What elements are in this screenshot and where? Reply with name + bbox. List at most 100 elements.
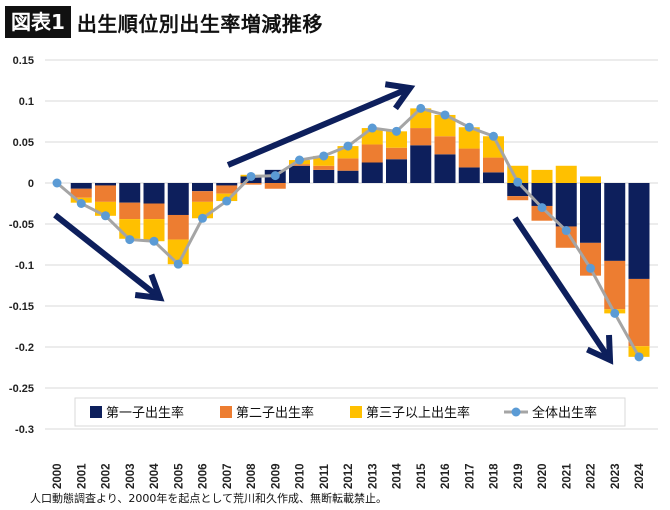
figure-tag: 図表1 xyxy=(5,6,71,38)
bar-第一子出生率-2017 xyxy=(458,167,480,183)
bar-第三子以上出生率-2004 xyxy=(143,219,165,242)
bar-第二子出生率-2005 xyxy=(167,214,189,240)
total-rate-point-2012 xyxy=(343,141,353,151)
x-tick-label: 2015 xyxy=(416,463,428,489)
bar-第三子以上出生率-2022 xyxy=(580,176,601,183)
arrow-head xyxy=(586,334,614,365)
total-rate-point-2017 xyxy=(464,122,474,132)
total-rate-point-2022 xyxy=(586,263,595,273)
bar-第二子出生率-2010 xyxy=(289,164,310,166)
total-rate-point-2013 xyxy=(367,123,377,133)
x-tick-label: 2021 xyxy=(561,463,573,489)
legend-label: 第二子出生率 xyxy=(236,405,314,421)
source-note: 人口動態調査より、2000年を起点として荒川和久作成、無断転載禁止。 xyxy=(30,492,388,505)
bar-第二子出生率-2017 xyxy=(458,148,480,168)
total-rate-point-2008 xyxy=(246,171,256,181)
bar-第一子出生率-2015 xyxy=(410,145,432,183)
bar-第二子出生率-2019 xyxy=(507,196,529,201)
total-rate-point-2009 xyxy=(270,171,280,181)
y-tick-label: 0.15 xyxy=(13,55,34,67)
y-tick-label: 0 xyxy=(28,178,34,190)
x-tick-label: 2018 xyxy=(489,463,501,489)
bar-第二子出生率-2014 xyxy=(386,147,407,160)
total-rate-point-2001 xyxy=(76,199,86,208)
bar-第一子出生率-2004 xyxy=(143,183,165,204)
legend-item: 第一子出生率 xyxy=(90,405,184,421)
total-rate-point-2007 xyxy=(222,196,232,206)
arrow-shaft xyxy=(226,85,412,168)
total-rate-point-2011 xyxy=(319,151,329,161)
x-tick-label: 2005 xyxy=(173,463,185,489)
arrow-head xyxy=(384,81,416,111)
bar-第二子出生率-2009 xyxy=(264,183,286,189)
bar-第一子出生率-2013 xyxy=(361,162,383,183)
bar-第一子出生率-2003 xyxy=(119,183,141,203)
trend-arrow-3 xyxy=(512,216,614,365)
x-tick-label: 2019 xyxy=(513,463,525,489)
bar-第二子出生率-2002 xyxy=(95,185,116,202)
x-tick-label: 2022 xyxy=(586,463,598,489)
total-rate-point-2020 xyxy=(537,203,547,213)
bar-第一子出生率-2021 xyxy=(555,183,577,227)
trend-arrow-1 xyxy=(53,212,165,302)
bar-第二子出生率-2018 xyxy=(483,157,504,173)
bar-第一子出生率-2023 xyxy=(604,183,626,261)
bar-第二子出生率-2012 xyxy=(337,158,359,171)
bar-第三子以上出生率-2024 xyxy=(628,346,650,357)
bar-第二子出生率-2023 xyxy=(604,260,626,310)
x-tick-label: 2001 xyxy=(76,463,88,489)
bar-第一子出生率-2022 xyxy=(580,183,601,243)
bar-第一子出生率-2002 xyxy=(95,183,116,186)
bar-第二子出生率-2007 xyxy=(216,185,238,194)
bar-第二子出生率-2020 xyxy=(531,205,553,221)
y-tick-label: -0.25 xyxy=(9,383,34,395)
bar-第三子以上出生率-2017 xyxy=(458,127,480,149)
y-tick-label: 0.05 xyxy=(13,137,34,149)
legend-label: 第一子出生率 xyxy=(106,405,184,421)
x-tick-label: 2003 xyxy=(125,463,137,489)
total-rate-point-2005 xyxy=(173,259,183,269)
bar-第三子以上出生率-2018 xyxy=(483,136,504,158)
bar-第一子出生率-2005 xyxy=(167,183,189,215)
x-tick-label: 2010 xyxy=(295,463,307,489)
x-tick-label: 2006 xyxy=(198,463,210,489)
arrow-shaft xyxy=(53,212,162,301)
bar-第一子出生率-2010 xyxy=(289,165,310,183)
total-rate-point-2006 xyxy=(198,213,207,223)
legend-swatch xyxy=(220,406,232,418)
bar-第一子出生率-2020 xyxy=(531,183,553,206)
legend-item: 第三子以上出生率 xyxy=(350,405,470,421)
total-rate-point-2010 xyxy=(295,155,304,165)
bar-第二子出生率-2011 xyxy=(313,165,335,170)
total-rate-point-2018 xyxy=(489,131,498,141)
legend: 第一子出生率 第二子出生率 第三子以上出生率 全体出生率 xyxy=(74,397,626,427)
bar-第一子出生率-2012 xyxy=(337,170,359,183)
bar-第一子出生率-2011 xyxy=(313,169,335,183)
x-tick-label: 2016 xyxy=(440,463,452,489)
legend-item: 第二子出生率 xyxy=(220,405,314,421)
bar-第一子出生率-2018 xyxy=(483,172,504,183)
total-rate-point-2024 xyxy=(634,352,644,362)
legend-label: 全体出生率 xyxy=(532,405,597,421)
trend-arrow-2 xyxy=(226,81,416,168)
total-rate-point-2015 xyxy=(416,103,426,113)
arrow-head xyxy=(134,273,165,302)
bar-第二子出生率-2004 xyxy=(143,203,165,220)
x-tick-label: 2017 xyxy=(464,463,476,489)
x-tick-label: 2012 xyxy=(343,463,355,489)
total-rate-point-2014 xyxy=(392,126,401,136)
bar-第一子出生率-2001 xyxy=(70,183,92,189)
x-tick-label: 2009 xyxy=(270,463,282,489)
total-rate-point-2000 xyxy=(52,178,62,188)
bar-第一子出生率-2007 xyxy=(216,183,238,186)
legend-item: 全体出生率 xyxy=(504,405,597,421)
bar-第二子出生率-2016 xyxy=(434,136,456,155)
x-tick-label: 2007 xyxy=(222,463,234,489)
x-tick-label: 2014 xyxy=(392,463,404,489)
total-rate-point-2023 xyxy=(610,308,620,318)
chart-title: 図表1 出生順位別出生率増減推移 xyxy=(5,5,323,39)
bar-第二子出生率-2015 xyxy=(410,128,432,146)
y-tick-label: -0.3 xyxy=(15,424,34,436)
x-tick-label: 2004 xyxy=(149,463,161,489)
